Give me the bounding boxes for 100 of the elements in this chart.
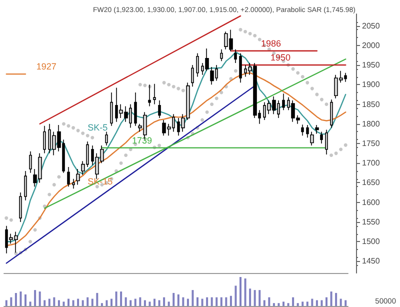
candlestick — [306, 124, 309, 138]
bar — [196, 297, 198, 306]
bar — [58, 300, 60, 306]
bar — [192, 290, 194, 306]
bar — [110, 298, 112, 306]
candlestick — [239, 52, 242, 84]
bar — [96, 292, 98, 306]
candlestick — [234, 48, 237, 64]
y-tick-label: 1850 — [362, 100, 380, 109]
bar — [240, 277, 242, 306]
bar — [172, 292, 175, 306]
bar — [100, 303, 103, 306]
bar — [254, 290, 256, 306]
bar — [14, 292, 17, 306]
bar — [326, 297, 328, 306]
y-tick-label: 1700 — [362, 158, 380, 168]
bar — [44, 300, 46, 306]
bar — [230, 296, 232, 306]
candlestick — [205, 48, 209, 72]
candlestick — [105, 131, 108, 146]
candlestick — [134, 92, 137, 126]
bar — [306, 302, 308, 306]
bar — [82, 300, 84, 306]
bar — [24, 294, 26, 306]
bar — [249, 288, 252, 306]
series-label: 1739 — [132, 135, 152, 146]
candlestick — [24, 170, 27, 201]
candlestick — [67, 166, 70, 188]
bar — [5, 300, 8, 306]
bar — [344, 300, 347, 306]
bar — [72, 300, 74, 306]
bar — [124, 297, 127, 306]
bar — [225, 297, 228, 306]
bar — [210, 297, 213, 306]
bar — [206, 297, 208, 306]
bar — [316, 300, 318, 306]
bar — [148, 302, 151, 306]
bar — [134, 298, 136, 306]
candlestick — [325, 129, 328, 155]
candlestick — [110, 92, 113, 126]
series-label: 1927 — [36, 62, 56, 72]
y-tick-label: 2000 — [362, 40, 380, 50]
y-tick-label: 1900 — [362, 80, 380, 90]
bar — [38, 292, 41, 306]
bar — [287, 303, 290, 306]
bar — [335, 292, 338, 306]
bar — [220, 297, 222, 306]
bar — [130, 300, 132, 306]
bar — [177, 294, 180, 306]
y-tick-label: 1800 — [362, 119, 380, 128]
bar — [115, 292, 118, 306]
bar — [282, 302, 284, 306]
bar — [168, 302, 170, 306]
y-tick-label: 1450 — [362, 256, 380, 266]
candlestick — [153, 83, 156, 105]
bar — [302, 302, 304, 306]
candlestick — [29, 150, 32, 174]
bar — [311, 298, 314, 306]
candlestick — [158, 100, 161, 118]
series-label: 1950 — [270, 52, 291, 63]
bar — [91, 298, 94, 306]
bar — [320, 300, 323, 306]
bar — [263, 300, 266, 306]
candlestick — [191, 64, 194, 87]
bar — [272, 303, 275, 306]
bar — [154, 298, 156, 306]
bar — [62, 302, 65, 306]
bar — [186, 298, 189, 306]
candlestick — [76, 168, 80, 186]
bar — [20, 292, 22, 306]
bar — [268, 297, 270, 306]
candlestick — [72, 178, 75, 190]
candlestick — [196, 52, 199, 78]
bar — [144, 300, 146, 306]
bar — [234, 286, 237, 306]
bar — [330, 292, 332, 306]
bar — [48, 298, 50, 306]
bar — [258, 290, 261, 306]
bar — [182, 297, 184, 306]
candlestick — [19, 192, 22, 222]
candlestick — [220, 48, 223, 62]
candlestick — [320, 131, 323, 144]
candlestick — [301, 124, 304, 136]
bar — [106, 300, 108, 306]
bar — [139, 297, 142, 306]
series-label: SK-5 — [88, 122, 108, 132]
bar — [244, 278, 246, 306]
bar — [216, 297, 218, 306]
candlestick — [210, 66, 214, 86]
y-tick-label: 1550 — [362, 217, 380, 226]
y-tick-label: 1650 — [362, 178, 380, 188]
candlestick — [43, 125, 46, 154]
y-tick-label: 1950 — [362, 60, 380, 70]
y-tick-label: 2050 — [362, 21, 380, 30]
bar — [53, 297, 56, 306]
bar — [120, 292, 122, 306]
y-tick-label: 1750 — [362, 139, 380, 148]
candlestick — [282, 93, 285, 111]
candlestick — [315, 124, 319, 134]
candlestick — [310, 131, 314, 146]
